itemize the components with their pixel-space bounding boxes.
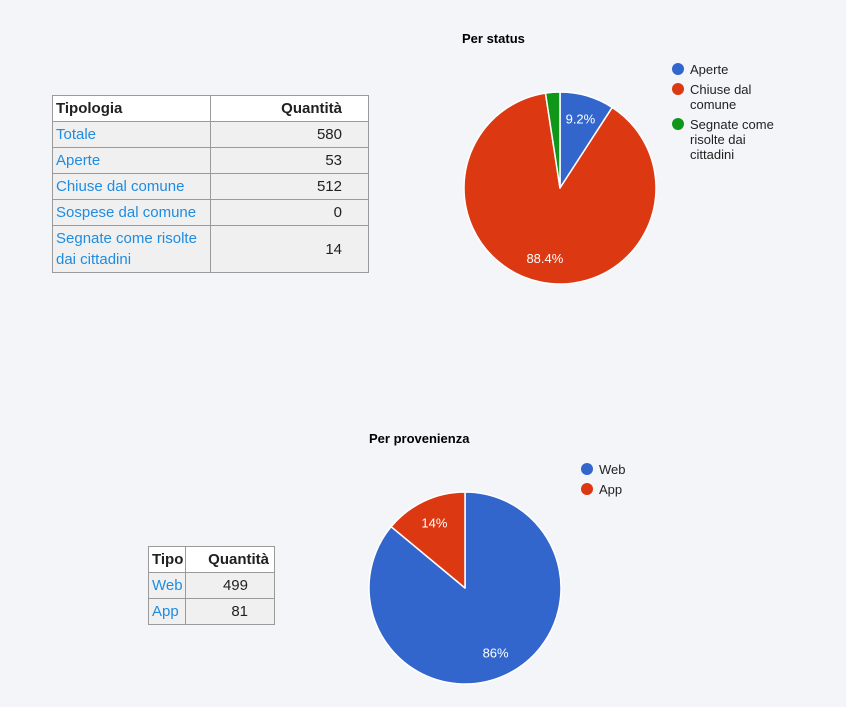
pie-slice-app[interactable]	[390, 491, 466, 589]
column-header-tipologia: Tipologia	[52, 95, 211, 122]
row-value: 499	[185, 572, 275, 599]
status-link-segnate-come-risolte[interactable]: Segnate come risolte dai cittadini	[56, 230, 197, 268]
provenance-link-app[interactable]: App	[152, 603, 179, 620]
table-row: Chiuse dal comune 512	[52, 173, 369, 200]
legend-label: Web	[599, 462, 626, 477]
status-table: Tipologia Quantità Totale 580 Aperte 53 …	[52, 95, 369, 273]
per-provenienza-chart-title: Per provenienza	[369, 431, 470, 446]
legend-item-aperte[interactable]: Aperte	[672, 62, 778, 77]
legend-dot-web	[581, 463, 593, 475]
legend-dot-segnate-come-risolte	[672, 118, 684, 130]
legend-dot-chiuse-dal-comune	[672, 83, 684, 95]
legend-dot-aperte	[672, 63, 684, 75]
legend-item-web[interactable]: Web	[581, 462, 626, 477]
table-row: Aperte 53	[52, 147, 369, 174]
pie-slice-segnate-come-risolte-dai-cittadini[interactable]	[544, 91, 561, 189]
column-header-quantita: Quantità	[210, 95, 369, 122]
legend-item-app[interactable]: App	[581, 482, 626, 497]
row-value: 0	[210, 199, 369, 226]
table-row: App 81	[148, 598, 275, 625]
row-value: 53	[210, 147, 369, 174]
pie-percent-label: 14%	[421, 515, 447, 530]
pie-percent-label: 86%	[483, 646, 509, 661]
legend-label: App	[599, 482, 623, 497]
per-status-chart-title: Per status	[462, 31, 525, 46]
pie-percent-label: 88.4%	[526, 251, 563, 266]
per-provenienza-pie-chart: 86% 14%	[368, 491, 562, 685]
table-row: Sospese dal comune 0	[52, 199, 369, 226]
status-link-chiuse-dal-comune[interactable]: Chiuse dal comune	[56, 178, 185, 195]
per-status-legend: Aperte Chiuse dal comune Segnate come ri…	[672, 62, 778, 162]
per-status-pie-chart: 9.2% 88.4%	[463, 91, 657, 285]
pie-percent-label: 9.2%	[566, 111, 596, 126]
per-provenienza-legend: Web App	[581, 462, 626, 497]
row-value: 580	[210, 121, 369, 148]
legend-item-segnate-come-risolte[interactable]: Segnate come risolte dai cittadini	[672, 117, 778, 162]
status-table-header-row: Tipologia Quantità	[52, 95, 369, 122]
status-link-aperte[interactable]: Aperte	[56, 152, 101, 169]
table-row: Web 499	[148, 572, 275, 599]
provenance-table: Tipo Quantità Web 499 App 81	[148, 546, 275, 625]
column-header-tipo: Tipo	[148, 546, 186, 573]
row-value: 81	[185, 598, 275, 625]
provenance-table-header-row: Tipo Quantità	[148, 546, 275, 573]
legend-label: Chiuse dal comune	[690, 82, 752, 112]
legend-label: Segnate come risolte dai cittadini	[690, 117, 774, 162]
legend-item-chiuse-dal-comune[interactable]: Chiuse dal comune	[672, 82, 778, 112]
row-value: 14	[210, 225, 369, 273]
legend-dot-app	[581, 483, 593, 495]
table-row: Segnate come risolte dai cittadini 14	[52, 225, 369, 273]
status-link-sospese-dal-comune[interactable]: Sospese dal comune	[56, 204, 197, 221]
table-row: Totale 580	[52, 121, 369, 148]
column-header-quantita: Quantità	[185, 546, 275, 573]
legend-label: Aperte	[690, 62, 729, 77]
status-link-totale[interactable]: Totale	[56, 126, 97, 143]
row-value: 512	[210, 173, 369, 200]
provenance-link-web[interactable]: Web	[152, 577, 183, 594]
